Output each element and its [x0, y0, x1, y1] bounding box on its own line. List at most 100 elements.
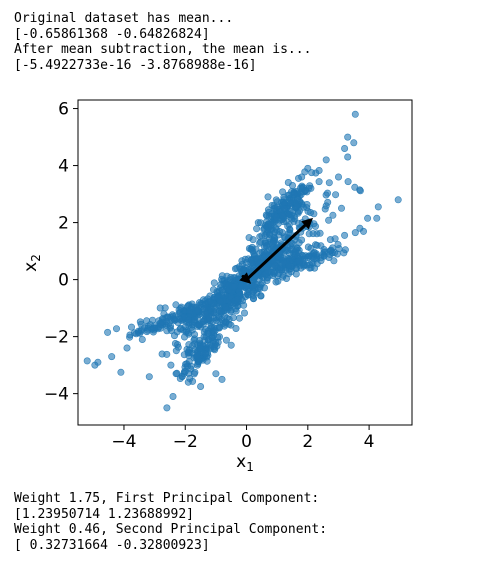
x-tick-label: −4	[111, 432, 136, 452]
data-point	[248, 243, 256, 251]
data-point	[238, 260, 246, 268]
data-point	[310, 248, 318, 256]
y-axis-label-sub: 2	[29, 254, 43, 262]
data-point	[315, 178, 323, 186]
data-point	[232, 324, 240, 332]
data-point	[241, 309, 249, 317]
data-point	[117, 368, 125, 376]
data-point	[233, 264, 241, 272]
data-point	[143, 317, 151, 325]
data-point	[341, 145, 349, 153]
data-point	[210, 279, 218, 287]
data-point	[334, 173, 342, 181]
data-point	[295, 257, 303, 265]
data-point	[229, 314, 237, 322]
data-point	[166, 324, 174, 332]
x-tick-label: 2	[302, 432, 313, 452]
data-point	[267, 221, 275, 229]
data-point	[356, 224, 364, 232]
data-point	[364, 214, 372, 222]
data-point	[344, 153, 352, 161]
data-point	[243, 282, 251, 290]
data-point	[394, 196, 402, 204]
data-point	[280, 193, 288, 201]
data-point	[163, 317, 171, 325]
data-point	[172, 301, 180, 309]
data-point	[149, 316, 157, 324]
data-point	[263, 276, 271, 284]
x-axis-label-main: x	[236, 452, 246, 472]
data-point	[191, 316, 199, 324]
second-principal-component-arrow-head	[239, 272, 252, 284]
data-point	[313, 260, 321, 268]
data-point	[193, 352, 201, 360]
data-point	[250, 295, 258, 303]
data-point	[227, 341, 235, 349]
y-tick-label: −4	[44, 385, 69, 405]
data-point	[341, 246, 349, 254]
y-tick-label: 6	[58, 100, 69, 120]
data-point	[312, 169, 320, 177]
data-point	[295, 249, 303, 257]
data-point	[206, 297, 214, 305]
data-point	[212, 370, 220, 378]
data-point	[240, 301, 248, 309]
data-point	[172, 370, 180, 378]
data-point	[249, 236, 257, 244]
data-point	[83, 357, 91, 365]
data-point	[126, 331, 134, 339]
data-point	[294, 208, 302, 216]
data-point	[272, 213, 280, 221]
data-point	[244, 291, 252, 299]
data-point	[286, 207, 294, 215]
output-text-bottom: Weight 1.75, First Principal Component:[…	[14, 491, 327, 553]
data-point	[325, 216, 333, 224]
data-point	[227, 321, 235, 329]
data-point	[145, 373, 153, 381]
data-point	[194, 361, 202, 369]
data-point	[356, 186, 364, 194]
data-point	[271, 262, 279, 270]
data-point	[250, 281, 258, 289]
data-point	[202, 310, 210, 318]
data-point	[350, 139, 358, 147]
data-point	[279, 212, 287, 220]
data-point	[305, 230, 313, 238]
data-point	[190, 370, 198, 378]
data-point	[210, 328, 218, 336]
second-principal-component-arrow	[239, 272, 252, 284]
y-tick-label: 2	[58, 214, 69, 234]
centered-heading: After mean subtraction, the mean is...	[14, 42, 312, 57]
data-point	[215, 313, 223, 321]
data-point	[137, 326, 145, 334]
first-principal-component-arrow	[245, 217, 314, 282]
original-mean-value: [-0.65861368 -0.64826824]	[14, 26, 210, 42]
data-point	[344, 133, 352, 141]
data-point	[322, 191, 330, 199]
data-point	[351, 110, 359, 118]
data-point	[184, 329, 192, 337]
data-point	[282, 266, 290, 274]
data-point	[104, 328, 112, 336]
data-point	[123, 344, 131, 352]
data-point	[325, 179, 333, 187]
data-point	[341, 231, 349, 239]
data-point	[257, 292, 265, 300]
x-tick-label: 0	[241, 432, 252, 452]
data-point	[337, 204, 345, 212]
data-point	[197, 382, 205, 390]
data-point	[313, 241, 321, 249]
data-point	[128, 323, 136, 331]
data-point	[94, 358, 102, 366]
data-point	[217, 281, 225, 289]
y-tick-label: 4	[58, 157, 69, 177]
data-point	[374, 203, 382, 211]
y-tick-label: −2	[44, 328, 69, 348]
first-principal-component-arrow-head	[301, 217, 314, 230]
y-axis-label-main: x	[21, 262, 41, 272]
y-tick-label: 0	[58, 271, 69, 291]
data-point	[163, 404, 171, 412]
first-pc-vector: [1.23950714 1.23688992]	[14, 506, 195, 522]
data-point	[280, 205, 288, 213]
